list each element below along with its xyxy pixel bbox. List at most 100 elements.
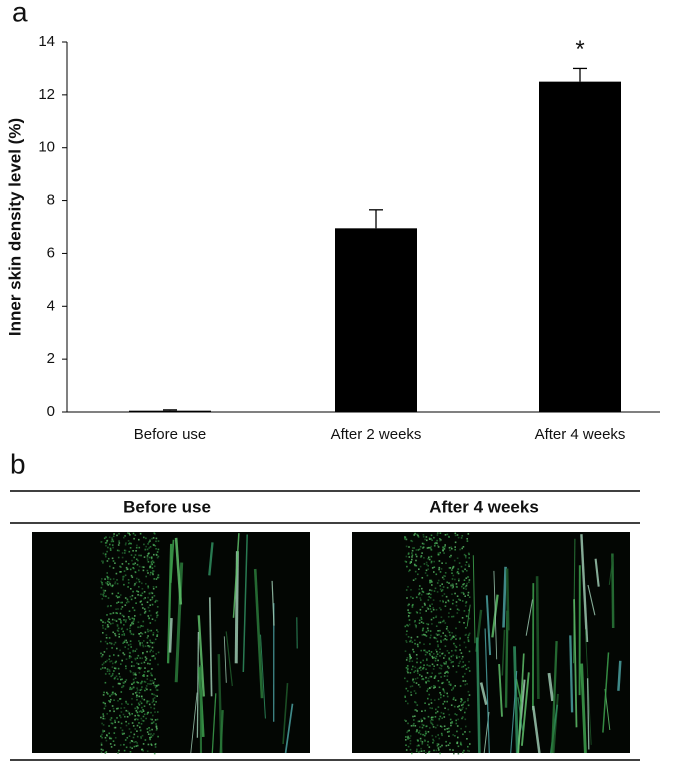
texture [102,749,104,751]
texture [458,568,460,570]
image-header: Before use [123,497,211,516]
texture [419,726,421,728]
texture [123,619,125,621]
texture [156,629,158,631]
texture [443,689,445,691]
texture [448,652,450,654]
texture [135,597,137,599]
texture [465,605,467,607]
texture [136,547,138,549]
texture [422,660,424,662]
texture [105,641,107,643]
texture [112,558,114,560]
texture [437,582,439,584]
texture [412,716,414,718]
texture [417,668,419,670]
texture [454,593,456,595]
texture [133,621,135,623]
texture [447,675,449,677]
texture [155,639,157,641]
texture [407,657,409,659]
texture [406,589,408,591]
texture [445,562,447,564]
texture [151,729,153,731]
texture [157,634,159,636]
texture [416,658,418,660]
texture [423,536,425,538]
texture [135,728,137,730]
texture [118,634,120,636]
texture [135,650,137,652]
texture [106,648,108,650]
texture [416,749,418,751]
texture [145,739,147,741]
texture [410,596,412,598]
texture [421,676,423,678]
texture [410,612,412,614]
texture [419,721,421,723]
texture [157,631,159,633]
texture [447,731,449,733]
texture [155,545,157,547]
texture [441,733,443,735]
texture [139,657,141,659]
texture [443,620,445,622]
texture [405,736,407,738]
texture [454,713,456,715]
texture [457,571,459,573]
texture [140,595,142,597]
texture [105,737,107,739]
texture [104,718,106,720]
texture [125,550,127,552]
texture [437,664,439,666]
texture [109,710,111,712]
texture [141,642,143,644]
texture [437,591,439,593]
texture [145,659,147,661]
texture [123,624,125,626]
texture [466,583,468,585]
texture [125,640,127,642]
texture [136,730,138,732]
texture [130,588,132,590]
y-tick-label: 8 [47,192,55,209]
texture [427,558,429,560]
texture [449,749,451,751]
texture [137,745,139,747]
texture [457,725,459,727]
texture [436,633,438,635]
texture [112,693,114,695]
texture [131,599,133,601]
texture [462,570,464,572]
texture [440,641,442,643]
y-axis-label: Inner skin density level (%) [5,118,24,336]
texture [128,582,130,584]
texture [102,584,104,586]
texture [105,628,107,630]
texture [124,634,126,636]
texture [450,546,452,548]
texture [155,548,157,550]
texture [428,593,430,595]
texture [107,547,109,549]
texture [132,623,134,625]
texture [158,549,160,551]
texture [149,593,151,595]
texture [467,576,469,578]
texture [457,612,459,614]
texture [437,532,439,534]
texture [133,674,135,676]
texture [413,534,415,536]
texture [452,567,454,569]
texture [451,569,453,571]
texture [456,601,458,603]
texture [452,666,454,668]
texture [439,607,441,609]
texture [142,698,144,700]
texture [408,612,410,614]
texture [427,607,429,609]
texture [443,575,445,577]
y-tick-label: 6 [47,244,55,261]
texture [433,653,435,655]
texture [451,689,453,691]
